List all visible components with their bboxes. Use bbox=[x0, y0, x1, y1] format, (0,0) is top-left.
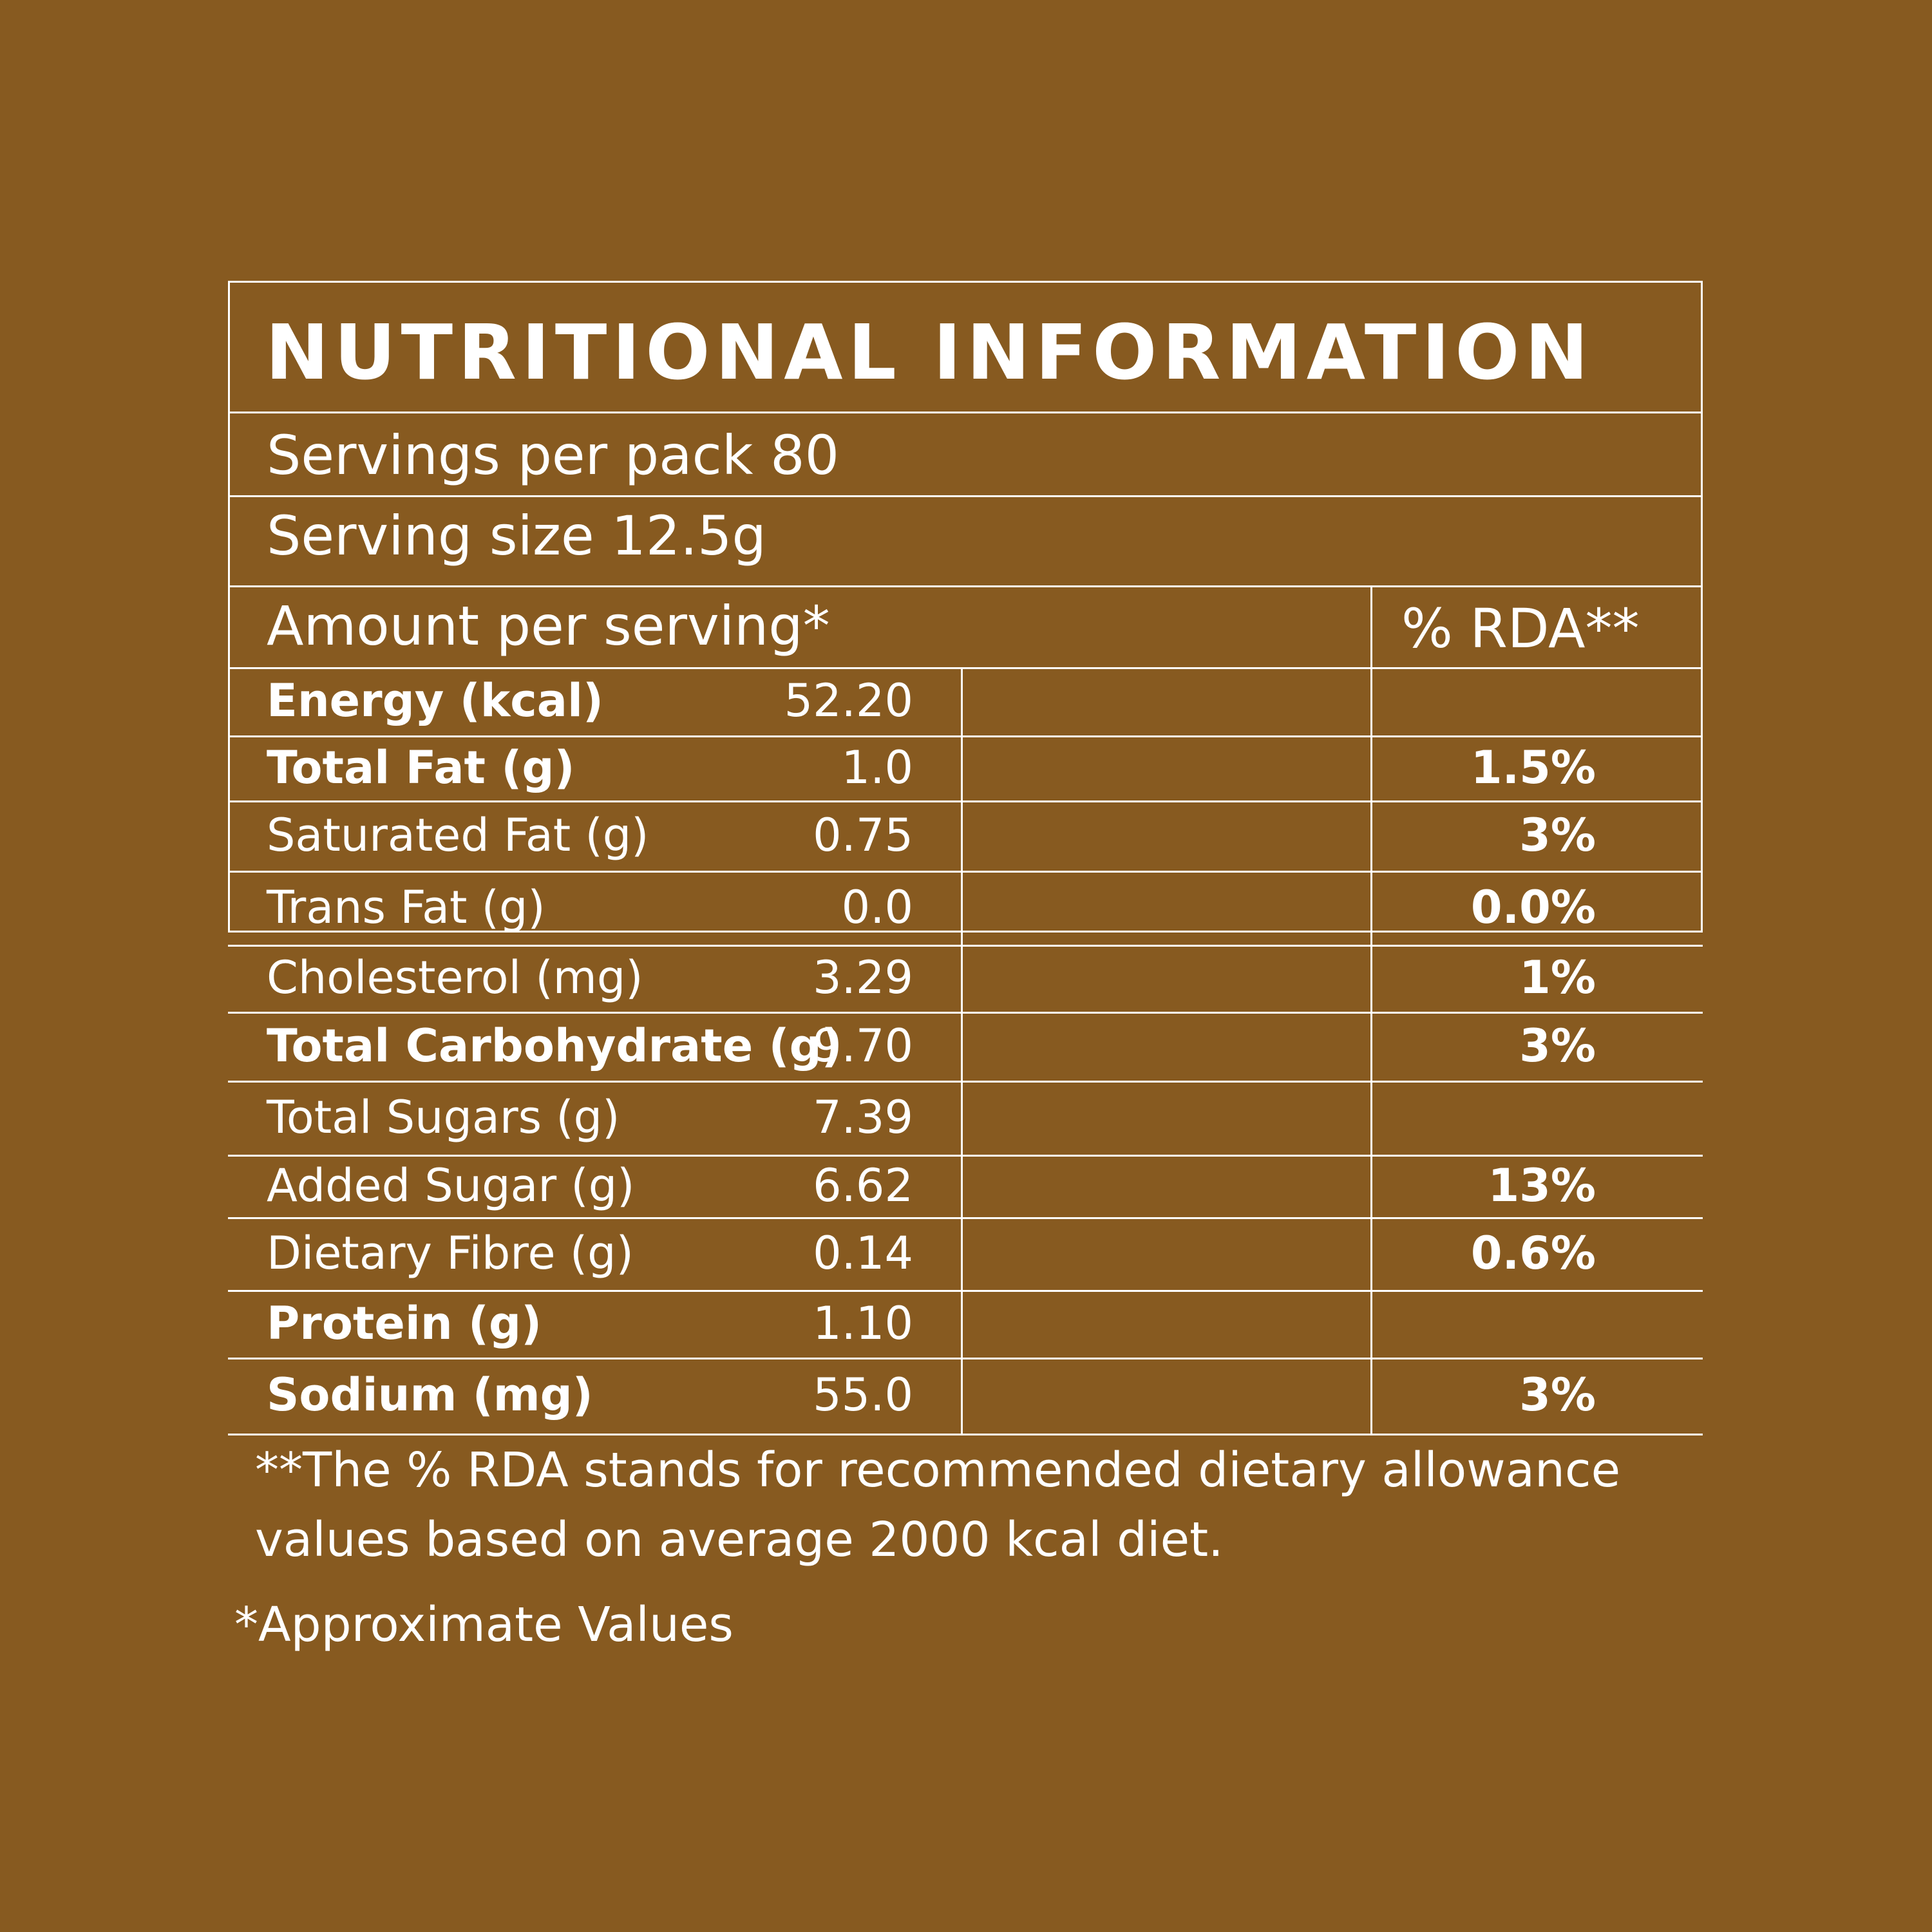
divider bbox=[228, 1434, 1703, 1435]
nutrient-rda: 1% bbox=[1519, 951, 1596, 1004]
row-divider bbox=[228, 1012, 1703, 1014]
nutrient-value: 55.0 bbox=[813, 1368, 913, 1421]
nutrient-rda: 3% bbox=[1519, 809, 1596, 862]
nutrient-rda: 0.6% bbox=[1470, 1227, 1596, 1280]
approximate-values-note: *Approximate Values bbox=[234, 1597, 734, 1653]
nutrient-rda: 1.5% bbox=[1470, 741, 1596, 794]
nutrient-row: Dietary Fibre (g) 0.14 0.6% bbox=[228, 1217, 1703, 1290]
nutrition-table bbox=[228, 281, 1703, 933]
nutrient-value: 0.14 bbox=[813, 1227, 913, 1280]
column-divider-value bbox=[961, 667, 963, 1435]
divider bbox=[228, 495, 1703, 497]
divider bbox=[228, 667, 1703, 669]
nutrient-value: 6.62 bbox=[813, 1159, 913, 1212]
nutrient-row: Protein (g) 1.10 bbox=[228, 1290, 1703, 1358]
row-divider bbox=[228, 945, 1703, 947]
nutrient-row: Added Sugar (g) 6.62 13% bbox=[228, 1155, 1703, 1217]
nutrient-value: 1.0 bbox=[841, 741, 913, 794]
nutrient-rda: 13% bbox=[1488, 1159, 1596, 1212]
row-divider bbox=[228, 800, 1703, 802]
servings-per-pack: Servings per pack 80 bbox=[267, 424, 840, 487]
nutrient-row: Total Sugars (g) 7.39 bbox=[228, 1081, 1703, 1155]
nutrient-row: Cholesterol (mg) 3.29 1% bbox=[228, 945, 1703, 1012]
row-divider bbox=[228, 871, 1703, 873]
rda-header: % RDA** bbox=[1401, 597, 1640, 660]
nutrient-rda: 3% bbox=[1519, 1019, 1596, 1072]
nutrient-name: Total Carbohydrate (g) bbox=[267, 1019, 842, 1072]
nutrient-name: Total Sugars (g) bbox=[267, 1091, 620, 1144]
divider bbox=[228, 585, 1703, 587]
nutrient-name: Added Sugar (g) bbox=[267, 1159, 635, 1212]
nutrient-rda: 3% bbox=[1519, 1368, 1596, 1421]
row-divider bbox=[228, 1217, 1703, 1219]
nutrient-value: 0.0 bbox=[841, 881, 913, 934]
nutrient-value: 7.39 bbox=[813, 1091, 913, 1144]
nutrient-row: Total Fat (g) 1.0 1.5% bbox=[228, 735, 1703, 800]
nutrient-row: Trans Fat (g) 0.0 0.0% bbox=[228, 871, 1703, 945]
nutrient-name: Trans Fat (g) bbox=[267, 881, 545, 934]
row-divider bbox=[228, 735, 1703, 737]
divider bbox=[228, 412, 1703, 413]
nutrient-row: Energy (kcal) 52.20 bbox=[228, 667, 1703, 735]
nutrient-row: Saturated Fat (g) 0.75 3% bbox=[228, 800, 1703, 871]
row-divider bbox=[228, 1081, 1703, 1083]
nutrient-value: 52.20 bbox=[784, 674, 913, 727]
nutrient-value: 3.29 bbox=[813, 951, 913, 1004]
nutrient-row: Sodium (mg) 55.0 3% bbox=[228, 1358, 1703, 1434]
nutrient-name: Cholesterol (mg) bbox=[267, 951, 643, 1004]
nutrient-name: Energy (kcal) bbox=[267, 674, 604, 727]
nutrient-value: 1.10 bbox=[813, 1297, 913, 1350]
row-divider bbox=[228, 1358, 1703, 1359]
row-divider bbox=[228, 1155, 1703, 1157]
nutrient-name: Dietary Fibre (g) bbox=[267, 1227, 634, 1280]
nutrient-name: Total Fat (g) bbox=[267, 741, 575, 794]
nutrient-name: Saturated Fat (g) bbox=[267, 809, 649, 862]
rda-footnote-line-1: **The % RDA stands for recommended dieta… bbox=[255, 1443, 1621, 1498]
nutrient-value: 0.75 bbox=[813, 809, 913, 862]
nutrient-name: Sodium (mg) bbox=[267, 1368, 593, 1421]
nutrient-row: Total Carbohydrate (g) 9.70 3% bbox=[228, 1012, 1703, 1081]
row-divider bbox=[228, 1290, 1703, 1292]
nutrient-rda: 0.0% bbox=[1470, 881, 1596, 934]
rda-footnote-line-2: values based on average 2000 kcal diet. bbox=[255, 1512, 1224, 1567]
label-title: NUTRITIONAL INFORMATION bbox=[265, 308, 1594, 397]
column-divider-rda bbox=[1370, 587, 1372, 1435]
serving-size: Serving size 12.5g bbox=[267, 504, 766, 567]
nutrient-value: 9.70 bbox=[813, 1019, 913, 1072]
nutrient-name: Protein (g) bbox=[267, 1297, 542, 1350]
amount-per-serving-header: Amount per serving* bbox=[267, 594, 830, 658]
